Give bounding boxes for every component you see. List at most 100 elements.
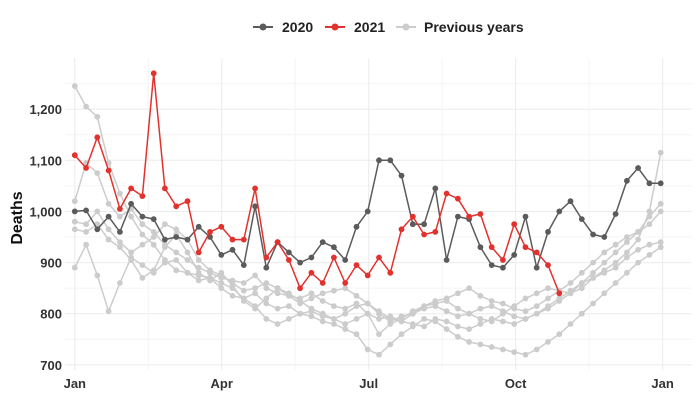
data-point-previous-years-3 — [477, 305, 484, 312]
data-point-previous-years-5 — [342, 310, 349, 317]
data-point-2021 — [297, 285, 303, 292]
data-point-2020 — [624, 177, 630, 184]
data-point-previous-years-4 — [297, 310, 303, 317]
data-point-2021 — [409, 213, 416, 220]
data-point-previous-years-5 — [195, 269, 202, 276]
data-point-previous-years-1 — [218, 285, 225, 292]
data-point-2021 — [229, 236, 236, 243]
data-point-previous-years-5 — [590, 275, 596, 281]
data-point-previous-years-2 — [635, 229, 641, 235]
data-point-previous-years-5 — [612, 259, 619, 266]
data-point-previous-years-5 — [376, 308, 382, 315]
data-point-previous-years-2 — [240, 280, 247, 286]
data-point-2020 — [556, 208, 563, 215]
data-point-2020 — [409, 221, 416, 228]
data-point-previous-years-5 — [624, 249, 630, 256]
data-point-2021 — [173, 203, 180, 210]
data-point-2021 — [466, 213, 472, 220]
data-point-previous-years-5 — [646, 208, 653, 215]
data-point-2021 — [364, 272, 371, 279]
data-point-previous-years-4 — [556, 331, 563, 338]
data-point-previous-years-2 — [71, 198, 78, 205]
data-point-previous-years-4 — [635, 259, 641, 266]
data-point-previous-years-4 — [387, 341, 394, 348]
data-point-previous-years-2 — [500, 300, 506, 307]
data-point-previous-years-2 — [601, 249, 608, 256]
data-point-2020 — [252, 203, 258, 210]
data-point-previous-years-2 — [624, 234, 630, 240]
data-point-2020 — [263, 264, 270, 271]
data-point-previous-years-3 — [195, 257, 202, 263]
data-point-2020 — [150, 216, 157, 223]
data-point-previous-years-4 — [83, 241, 89, 248]
data-point-previous-years-1 — [421, 323, 427, 330]
data-point-2021 — [252, 185, 258, 192]
data-point-2020 — [545, 229, 551, 235]
data-point-previous-years-4 — [432, 318, 439, 325]
data-point-2020 — [117, 229, 123, 235]
x-tick-label: Jul — [359, 376, 378, 391]
data-point-previous-years-2 — [94, 170, 101, 177]
data-point-2021 — [274, 239, 281, 246]
data-point-previous-years-1 — [173, 267, 180, 274]
data-point-previous-years-3 — [150, 234, 157, 240]
data-point-previous-years-5 — [657, 149, 664, 156]
data-point-previous-years-4 — [646, 252, 653, 258]
data-point-previous-years-4 — [421, 316, 427, 322]
data-point-2021 — [184, 198, 191, 205]
data-point-2021 — [71, 152, 78, 159]
data-point-previous-years-3 — [522, 316, 529, 322]
data-point-2020 — [364, 208, 371, 215]
data-point-previous-years-4 — [105, 308, 112, 315]
data-point-previous-years-5 — [477, 316, 484, 322]
data-point-previous-years-1 — [500, 318, 506, 325]
data-point-2021 — [545, 262, 551, 268]
data-point-previous-years-3 — [128, 249, 135, 256]
data-point-previous-years-5 — [240, 298, 247, 304]
data-point-previous-years-4 — [286, 316, 292, 322]
data-point-2021 — [432, 229, 439, 235]
y-tick-label: 1,000 — [29, 204, 62, 219]
data-point-previous-years-4 — [117, 280, 123, 286]
data-point-previous-years-2 — [117, 213, 123, 220]
data-point-previous-years-3 — [578, 280, 585, 286]
data-point-2021 — [331, 254, 337, 261]
data-point-previous-years-1 — [376, 316, 382, 322]
data-point-previous-years-2 — [263, 285, 270, 292]
data-point-previous-years-5 — [105, 236, 112, 243]
data-point-previous-years-1 — [117, 190, 123, 197]
data-point-previous-years-1 — [342, 321, 349, 327]
data-point-previous-years-5 — [229, 282, 236, 289]
data-point-previous-years-4 — [71, 264, 78, 271]
data-point-2020 — [83, 207, 89, 214]
data-point-previous-years-5 — [488, 318, 495, 325]
x-tick-label: Jan — [651, 376, 673, 391]
data-point-2021 — [150, 70, 157, 77]
data-point-2020 — [342, 257, 349, 263]
data-point-previous-years-4 — [443, 326, 450, 332]
data-point-2020 — [488, 262, 495, 268]
data-point-2020 — [657, 180, 664, 187]
data-point-previous-years-4 — [184, 269, 191, 276]
data-point-2021 — [522, 244, 529, 251]
data-point-previous-years-4 — [353, 331, 360, 338]
data-point-previous-years-5 — [207, 277, 213, 284]
data-point-previous-years-4 — [590, 300, 596, 307]
data-point-2020 — [240, 262, 247, 268]
data-point-2021 — [218, 223, 225, 230]
y-axis-title: Deaths — [9, 191, 26, 244]
data-point-previous-years-2 — [533, 303, 540, 309]
data-point-2020 — [455, 213, 461, 220]
data-point-previous-years-2 — [274, 290, 281, 297]
data-point-previous-years-4 — [601, 290, 608, 297]
data-point-previous-years-2 — [590, 259, 596, 266]
data-point-2020 — [376, 157, 382, 164]
data-point-previous-years-2 — [150, 229, 157, 235]
data-point-2020 — [477, 244, 484, 251]
data-point-previous-years-1 — [252, 290, 258, 297]
data-point-previous-years-5 — [409, 310, 416, 317]
data-point-previous-years-3 — [117, 239, 123, 246]
y-tick-label: 900 — [40, 256, 62, 271]
data-point-2020 — [590, 231, 596, 238]
data-point-previous-years-5 — [578, 285, 585, 292]
